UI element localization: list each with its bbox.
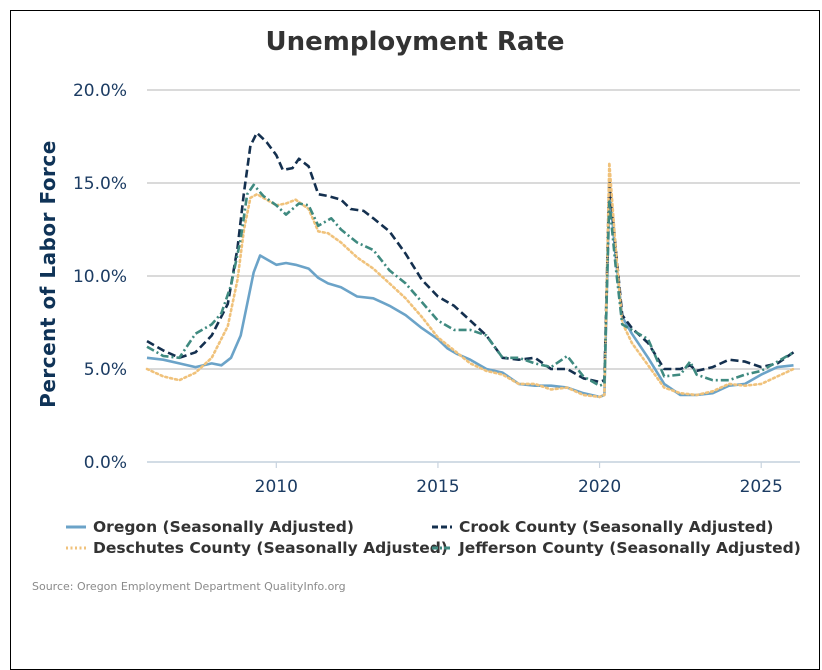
y-axis-title: Percent of Labor Force [36,140,60,408]
series-lines [145,131,795,399]
x-tick-label: 2015 [416,477,459,497]
y-tick-label: 15.0% [73,174,127,194]
legend-label: Deschutes County (Seasonally Adjusted) [93,539,448,557]
legend-label: Crook County (Seasonally Adjusted) [459,518,774,536]
y-tick-label: 5.0% [84,360,127,380]
source-note: Source: Oregon Employment Department Qua… [32,580,346,593]
gridlines [147,89,800,463]
chart-title: Unemployment Rate [265,27,564,57]
x-tick-label: 2010 [255,477,298,497]
series-line [146,183,795,387]
y-tick-label: 20.0% [73,81,127,101]
series-line [146,185,794,399]
series-line [145,161,795,399]
axis-ticks: 0.0% 5.0% 10.0% 15.0% 20.0% 2010 2015 2020 2025 [73,81,783,497]
y-tick-label: 0.0% [84,453,127,473]
legend-label: Jefferson County (Seasonally Adjusted) [458,539,801,557]
legend-label: Oregon (Seasonally Adjusted) [93,518,354,536]
series-line [146,131,795,384]
y-tick-label: 10.0% [73,267,127,287]
legend: Oregon (Seasonally Adjusted) Crook County… [66,518,801,557]
x-tick-label: 2020 [578,477,621,497]
x-tick-label: 2025 [740,477,783,497]
